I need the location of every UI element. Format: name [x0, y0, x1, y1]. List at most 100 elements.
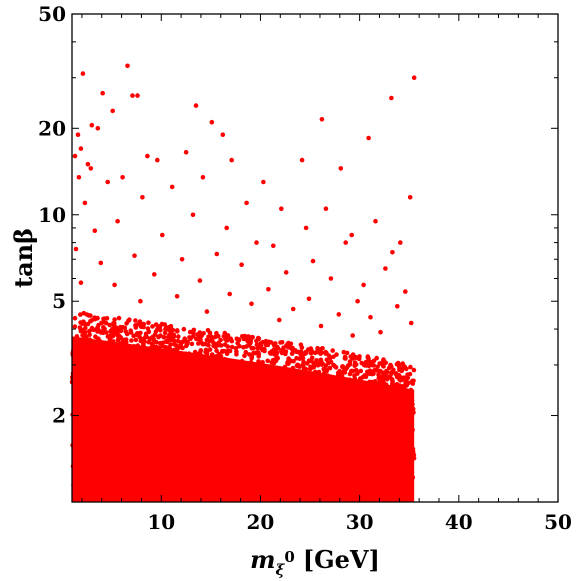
data-point — [116, 476, 122, 482]
data-point — [374, 422, 380, 428]
data-point — [123, 337, 129, 342]
data-point — [236, 362, 242, 368]
data-point — [353, 423, 359, 428]
data-point — [241, 411, 247, 417]
data-point — [145, 458, 150, 464]
data-point — [126, 401, 131, 407]
data-point — [321, 393, 326, 399]
data-point — [107, 427, 112, 433]
data-point — [248, 387, 254, 392]
data-point — [133, 472, 139, 478]
data-point — [312, 436, 317, 442]
data-point — [353, 447, 358, 453]
data-point — [146, 320, 151, 326]
data-point — [198, 402, 204, 407]
data-point — [175, 385, 181, 390]
data-point — [227, 291, 232, 297]
data-point — [224, 225, 229, 231]
data-point — [159, 395, 164, 400]
data-point — [110, 349, 116, 355]
data-point — [187, 490, 193, 495]
data-point — [203, 347, 209, 353]
data-point — [72, 351, 77, 357]
data-point — [243, 408, 248, 413]
data-point — [85, 446, 91, 452]
data-point — [105, 341, 110, 347]
data-point — [389, 95, 394, 101]
data-point — [333, 427, 338, 433]
data-point — [366, 135, 371, 141]
data-point — [95, 413, 101, 418]
data-point — [327, 365, 333, 371]
data-point — [350, 333, 356, 338]
data-point — [300, 452, 306, 458]
data-point — [118, 341, 123, 346]
data-point — [172, 368, 177, 374]
data-point — [213, 469, 218, 475]
data-point — [397, 470, 403, 476]
data-point — [368, 314, 373, 320]
data-point — [192, 471, 198, 477]
data-point — [197, 356, 203, 362]
data-point — [113, 343, 118, 348]
data-point — [370, 369, 376, 374]
data-point — [354, 415, 360, 420]
data-point — [263, 453, 269, 459]
data-point — [88, 402, 93, 408]
data-point — [357, 486, 362, 492]
data-point — [178, 341, 184, 347]
data-point — [254, 240, 259, 245]
data-point — [206, 342, 211, 348]
data-point — [103, 444, 109, 449]
data-point — [260, 444, 266, 449]
data-point — [138, 338, 143, 344]
data-point — [76, 399, 82, 405]
data-point — [172, 435, 178, 441]
data-point — [384, 382, 389, 388]
data-point — [100, 401, 105, 406]
data-point — [181, 387, 187, 393]
data-point — [297, 462, 303, 468]
data-point — [310, 258, 316, 264]
data-point — [208, 398, 213, 404]
data-point — [386, 398, 392, 404]
data-point — [293, 426, 299, 431]
data-point — [317, 382, 322, 388]
data-point — [344, 478, 350, 484]
data-point — [120, 175, 125, 180]
data-point — [234, 336, 240, 342]
data-point — [134, 446, 140, 451]
data-point — [167, 373, 173, 379]
data-point — [78, 280, 84, 286]
data-point — [284, 461, 290, 467]
plot-frame — [71, 13, 559, 503]
data-point — [186, 353, 191, 359]
data-point — [111, 420, 116, 426]
data-point — [171, 338, 177, 344]
data-point — [343, 431, 348, 437]
data-point — [330, 458, 336, 464]
data-point — [199, 341, 205, 346]
data-point — [373, 445, 379, 451]
data-point — [156, 382, 161, 388]
data-point — [387, 405, 393, 411]
data-point — [90, 360, 96, 365]
data-point — [321, 401, 326, 406]
data-point — [76, 366, 82, 372]
data-point — [293, 471, 298, 477]
data-point — [379, 412, 385, 418]
data-point — [196, 353, 201, 358]
data-point — [110, 371, 115, 376]
data-point — [97, 375, 102, 381]
data-point — [313, 464, 319, 470]
data-point — [286, 345, 291, 350]
data-point — [191, 396, 196, 401]
data-point — [303, 377, 309, 382]
data-point — [400, 401, 406, 406]
data-point — [237, 467, 242, 472]
scatter-points — [72, 63, 417, 338]
data-point — [291, 358, 296, 364]
data-point — [79, 460, 84, 465]
data-point — [76, 175, 82, 180]
data-point — [194, 421, 200, 426]
